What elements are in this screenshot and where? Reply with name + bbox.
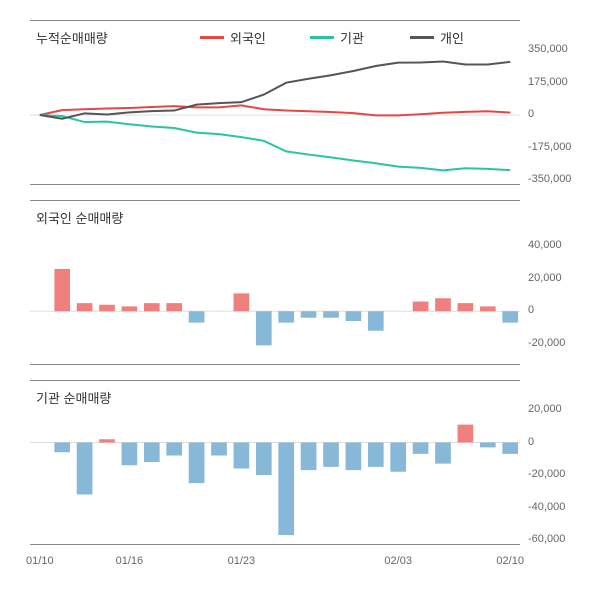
x-tick-label: 02/03 [384,555,412,567]
y-tick-label: 20,000 [528,403,562,415]
bar [323,443,339,467]
bar [189,443,205,484]
bar [144,303,160,311]
bar [502,311,518,322]
bar [166,303,182,311]
y-tick-label: -40,000 [528,501,565,513]
y-tick-label: -20,000 [528,337,565,349]
bar [54,269,70,311]
bar [301,311,317,318]
bar [256,443,272,476]
y-tick-label: 20,000 [528,272,562,284]
bar [480,443,496,448]
x-tick-label: 01/23 [228,555,256,567]
bar [77,443,93,495]
bar [99,305,115,312]
bar [390,443,406,472]
y-tick-label: 0 [528,304,534,316]
x-tick-label: 02/10 [496,555,524,567]
bar [480,306,496,311]
bar [413,443,429,454]
y-tick-label: 175,000 [528,76,568,88]
bar [346,311,362,321]
bar [458,303,474,311]
bar [435,298,451,311]
bar [368,443,384,467]
bar [234,293,250,311]
y-tick-label: -20,000 [528,468,565,480]
bar [278,443,294,536]
foreigner-panel: 외국인 순매매량 [30,200,520,365]
y-tick-label: 350,000 [528,43,568,55]
x-tick-label: 01/16 [116,555,144,567]
bar [435,443,451,464]
bar [189,311,205,322]
y-tick-label: 0 [528,108,534,120]
x-tick-label: 01/10 [26,555,54,567]
bar [458,425,474,443]
bar [301,443,317,471]
y-tick-label: 0 [528,436,534,448]
cumulative-panel: 누적순매매량외국인기관개인 [30,20,520,185]
bar [122,443,138,466]
bar [54,443,70,453]
bar [278,311,294,322]
y-tick-label: 40,000 [528,239,562,251]
bar [122,306,138,311]
y-tick-label: -175,000 [528,141,571,153]
bar [166,443,182,456]
bar [368,311,384,331]
bar [144,443,160,463]
bar [502,443,518,454]
bar [256,311,272,345]
y-tick-label: -60,000 [528,533,565,545]
bar [234,443,250,469]
bar [413,302,429,312]
bar [346,443,362,471]
line-series-institution [40,115,510,170]
y-tick-label: -350,000 [528,173,571,185]
bar [323,311,339,318]
institution-panel: 기관 순매매량 [30,380,520,545]
bar [99,439,115,442]
bar [77,303,93,311]
bar [211,443,227,456]
